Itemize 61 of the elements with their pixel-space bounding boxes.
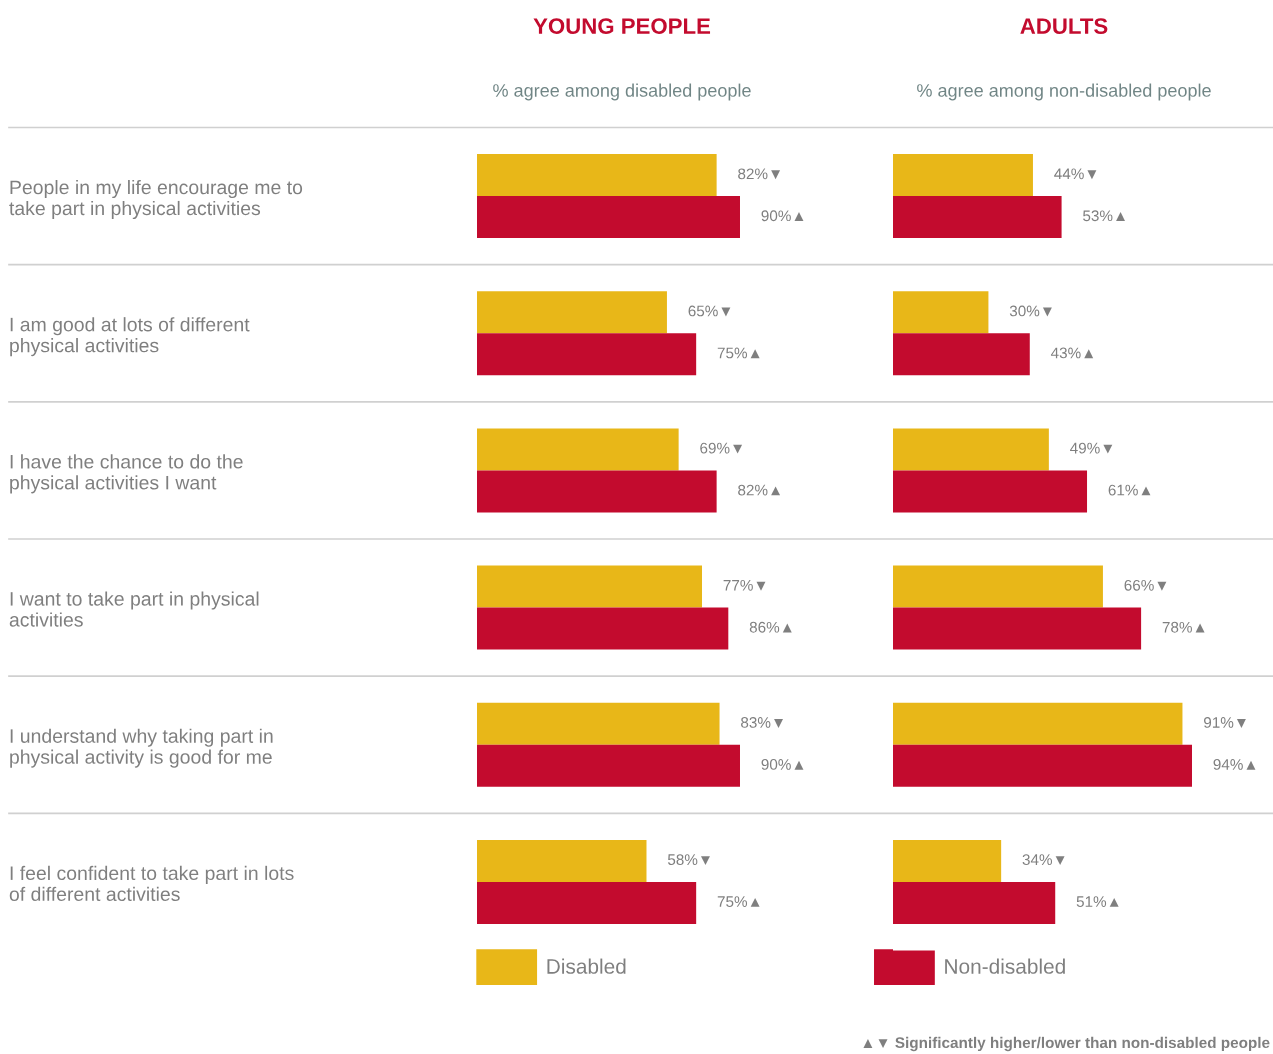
bar [477, 154, 717, 197]
data-label: 58%▼ [667, 854, 710, 866]
bar [477, 565, 703, 608]
bar [893, 291, 989, 334]
data-label: 61%▲ [1108, 484, 1151, 496]
data-label: 78%▲ [1162, 621, 1205, 633]
y-tick-label: I feel confident to take part in lots of different activities [9, 865, 294, 902]
chart-subtitle: % agree among disabled people [493, 83, 751, 101]
data-label: 90%▲ [761, 210, 804, 222]
data-label: 53%▲ [1083, 210, 1126, 222]
bar [477, 839, 647, 882]
data-label: 49%▼ [1070, 442, 1113, 454]
y-tick-label: I understand why taking part in physical activity is good for me [10, 728, 273, 768]
bar [893, 565, 1103, 608]
bar [893, 839, 1002, 882]
data-label: 43%▲ [1050, 347, 1094, 359]
chart-title: ADULTS [1020, 18, 1108, 34]
data-label: 82%▲ [738, 484, 781, 496]
bar [477, 470, 717, 513]
data-label: 82%▼ [738, 168, 781, 180]
data-label: 34%▼ [1022, 854, 1065, 866]
bar [477, 291, 667, 334]
bar [477, 607, 729, 650]
bar [477, 744, 740, 787]
y-tick-label: I am good at lots of different physical activities [10, 317, 250, 357]
data-label: 65%▼ [688, 305, 731, 317]
data-label: 91%▼ [1204, 717, 1246, 728]
y-tick-label: I want to take part in physical activities [9, 591, 259, 627]
y-tick-label: People in my life encourage me to take part in physical activities [9, 179, 303, 220]
legend-label: Non-disabled [945, 958, 1065, 974]
data-label: 69%▼ [700, 442, 743, 454]
data-label: 86%▲ [749, 621, 792, 633]
data-label: 66%▼ [1124, 579, 1167, 591]
bar [477, 881, 697, 924]
data-label: 77%▼ [723, 579, 766, 591]
chart-title: YOUNG PEOPLE [533, 18, 711, 34]
bar [477, 196, 740, 239]
bar [893, 744, 1192, 787]
bar [893, 333, 1030, 376]
data-label: 75%▲ [717, 347, 760, 359]
bar [893, 881, 1056, 924]
bar [893, 154, 1033, 197]
bar [477, 333, 697, 376]
bar [477, 428, 679, 471]
data-label: 51%▲ [1076, 896, 1119, 907]
bar [893, 428, 1049, 471]
text: ▲▼ Significantly higher/lower than non-disabled people [863, 1036, 1270, 1052]
data-label: 30%▼ [1009, 305, 1052, 317]
data-label: 44%▼ [1054, 168, 1097, 180]
data-label: 83%▼ [741, 717, 783, 728]
bar [893, 702, 1183, 745]
chart-subtitle: % agree among non-disabled people [917, 83, 1211, 101]
legend-label: Disabled [547, 958, 626, 974]
bar [893, 607, 1142, 650]
data-label: 90%▲ [761, 759, 804, 770]
bar [893, 196, 1062, 239]
data-label: 75%▲ [717, 896, 760, 907]
bar [893, 470, 1088, 513]
y-tick-label: I have the chance to do the physical activities I want [10, 454, 243, 494]
data-label: 94%▲ [1213, 759, 1256, 770]
bar [477, 702, 720, 745]
